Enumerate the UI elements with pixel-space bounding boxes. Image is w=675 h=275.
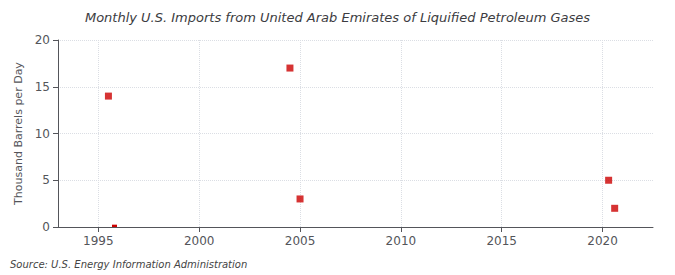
- svg-text:0: 0: [42, 220, 50, 234]
- svg-text:Thousand Barrels per Day: Thousand Barrels per Day: [12, 62, 25, 206]
- svg-text:1995: 1995: [83, 234, 114, 248]
- svg-text:2010: 2010: [386, 234, 417, 248]
- svg-text:2000: 2000: [184, 234, 215, 248]
- svg-text:2015: 2015: [486, 234, 517, 248]
- svg-text:2020: 2020: [587, 234, 618, 248]
- svg-text:2005: 2005: [285, 234, 316, 248]
- svg-text:Monthly U.S. Imports from Unit: Monthly U.S. Imports from United Arab Em…: [85, 10, 590, 25]
- svg-text:10: 10: [35, 127, 50, 141]
- svg-text:5: 5: [42, 173, 50, 187]
- svg-text:Source: U.S. Energy Informatio: Source: U.S. Energy Information Administ…: [10, 259, 247, 270]
- svg-text:15: 15: [35, 80, 50, 94]
- svg-text:20: 20: [35, 33, 50, 47]
